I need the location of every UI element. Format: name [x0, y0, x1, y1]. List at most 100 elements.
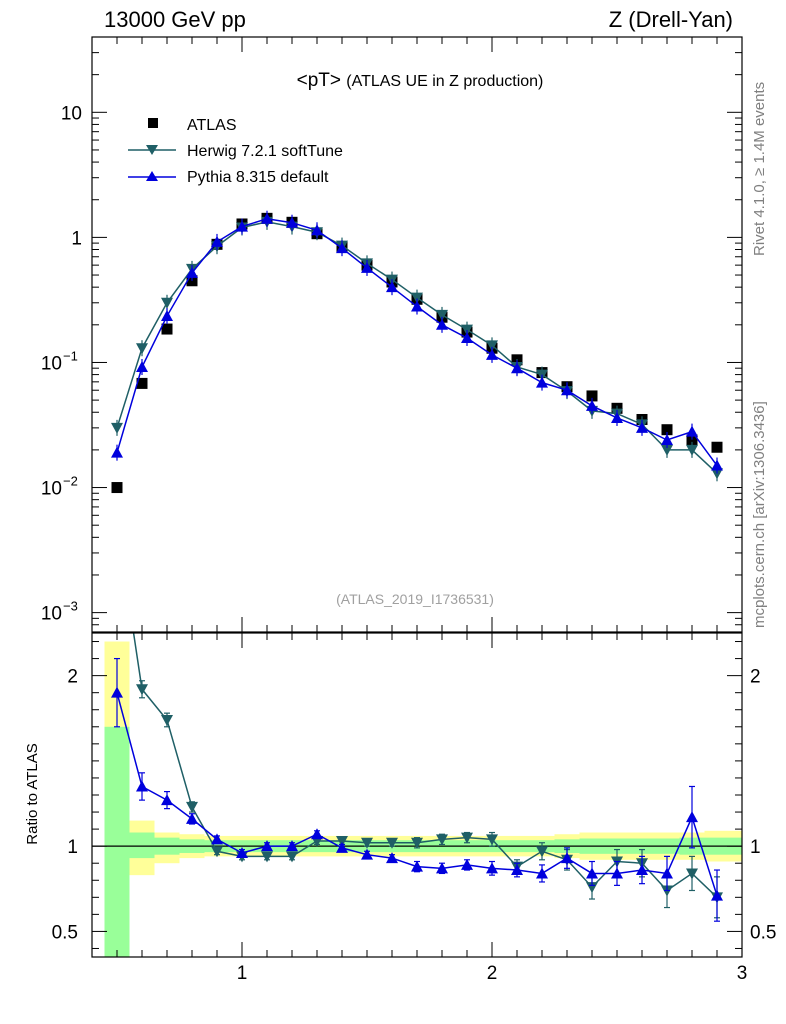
herwig-ratio-point	[336, 836, 348, 848]
pythia-ratio-point	[561, 852, 573, 864]
pythia-ratio-point	[411, 860, 423, 872]
ratio-plot-frame	[91, 632, 743, 958]
atlas-data-point	[161, 323, 173, 335]
herwig-ratio-point	[436, 834, 448, 846]
pythia-ratio-point	[311, 828, 323, 840]
herwig-ratio-point	[361, 837, 373, 849]
atlas-data-point	[111, 482, 123, 494]
pythia-ratio-point	[136, 780, 148, 792]
legend-herwig-marker	[146, 145, 158, 155]
main-y-tick-label: 10	[41, 353, 62, 374]
pythia-main-point	[386, 281, 398, 293]
herwig-ratio-point	[136, 684, 148, 696]
pythia-ratio-point	[386, 852, 398, 864]
pythia-main-point	[361, 261, 373, 273]
herwig-ratio-point	[461, 832, 473, 844]
herwig-ratio-point	[186, 801, 198, 813]
header-right-label: Z (Drell-Yan)	[609, 7, 733, 32]
pythia-main-point	[111, 446, 123, 458]
plot-title-main: <pT>	[297, 70, 341, 91]
legend-atlas-marker	[148, 118, 158, 128]
ratio-y-tick-label-right: 1	[750, 837, 761, 858]
pythia-ratio-point	[486, 862, 498, 874]
main-y-tick-exponent: −3	[63, 599, 78, 614]
main-y-tick-exponent: −1	[63, 348, 78, 363]
herwig-ratio-point	[211, 846, 223, 858]
atlas-data-point	[686, 434, 698, 446]
pythia-ratio-point	[186, 812, 198, 824]
herwig-ratio-point	[161, 714, 173, 726]
pythia-ratio-point	[236, 846, 248, 858]
pythia-main-point	[211, 235, 223, 247]
pythia-ratio-point	[361, 848, 373, 860]
atlas-data-point	[661, 424, 673, 436]
plot-title-sub: (ATLAS UE in Z production)	[346, 73, 543, 90]
pythia-ratio-point	[286, 840, 298, 852]
herwig-main-point	[411, 292, 423, 304]
pythia-ratio-point	[686, 811, 698, 823]
ratio-band-green	[104, 726, 130, 957]
pythia-ratio-point	[511, 864, 523, 876]
main-y-tick-label: 10	[61, 103, 82, 124]
herwig-ratio-point	[411, 837, 423, 849]
pythia-ratio-point	[336, 841, 348, 853]
pythia-main-point	[261, 212, 273, 224]
main-y-tick-label: 1	[71, 228, 82, 249]
ratio-x-tick-label: 1	[237, 963, 248, 984]
herwig-main-line	[116, 221, 718, 474]
ratio-y-tick-label: 1	[67, 837, 78, 858]
herwig-ratio-point	[536, 846, 548, 858]
pythia-ratio-point	[636, 864, 648, 876]
pythia-main-point	[536, 376, 548, 388]
herwig-ratio-point	[686, 868, 698, 880]
ratio-band-green	[129, 832, 155, 859]
pythia-main-point	[686, 425, 698, 437]
legend-item-pythia: Pythia 8.315 default	[128, 169, 329, 186]
legend-herwig-label: Herwig 7.2.1 softTune	[187, 143, 343, 160]
pythia-main-point	[586, 399, 598, 411]
main-plot-frame	[91, 36, 743, 633]
rivet-label: Rivet 4.1.0, ≥ 1.4M events	[751, 82, 768, 256]
herwig-main-point	[661, 444, 673, 456]
main-y-tick-label: 10	[41, 604, 62, 625]
header-left-label: 13000 GeV pp	[104, 7, 246, 32]
legend-atlas-label: ATLAS	[187, 117, 237, 134]
pythia-main-point	[636, 421, 648, 433]
ratio-y-tick-label-right: 0.5	[750, 922, 776, 943]
pythia-ratio-point	[711, 889, 723, 901]
herwig-main-point	[161, 297, 173, 309]
atlas-data-point	[136, 377, 148, 389]
atlas-data-point	[586, 390, 598, 402]
pythia-main-point	[611, 411, 623, 423]
herwig-main-point	[686, 444, 698, 456]
ratio-x-tick-label: 3	[737, 963, 748, 984]
pythia-main-point	[486, 348, 498, 360]
pythia-main-point	[511, 362, 523, 374]
herwig-main-point	[436, 309, 448, 321]
pythia-ratio-point	[436, 862, 448, 874]
pythia-main-point	[286, 216, 298, 228]
legend-item-atlas: ATLAS	[148, 117, 237, 134]
atlas-data-point	[711, 441, 723, 453]
analysis-id-label: (ATLAS_2019_I1736531)	[336, 591, 494, 607]
ratio-ylabel: Ratio to ATLAS	[24, 743, 41, 844]
herwig-ratio-point	[286, 851, 298, 863]
herwig-main-point	[136, 343, 148, 355]
herwig-ratio-point	[386, 837, 398, 849]
herwig-main-point	[711, 468, 723, 480]
pythia-ratio-point	[586, 867, 598, 879]
pythia-main-point	[411, 300, 423, 312]
legend-item-herwig: Herwig 7.2.1 softTune	[128, 143, 343, 160]
herwig-ratio-point	[486, 834, 498, 846]
pythia-ratio-point	[661, 867, 673, 879]
herwig-ratio-point	[261, 851, 273, 863]
pythia-ratio-point	[211, 833, 223, 845]
pythia-main-point	[186, 266, 198, 278]
pythia-main-point	[236, 220, 248, 232]
pythia-main-point	[561, 384, 573, 396]
legend-pythia-label: Pythia 8.315 default	[187, 169, 329, 186]
pythia-main-point	[311, 224, 323, 236]
pythia-main-point	[161, 310, 173, 322]
pythia-main-point	[336, 242, 348, 254]
